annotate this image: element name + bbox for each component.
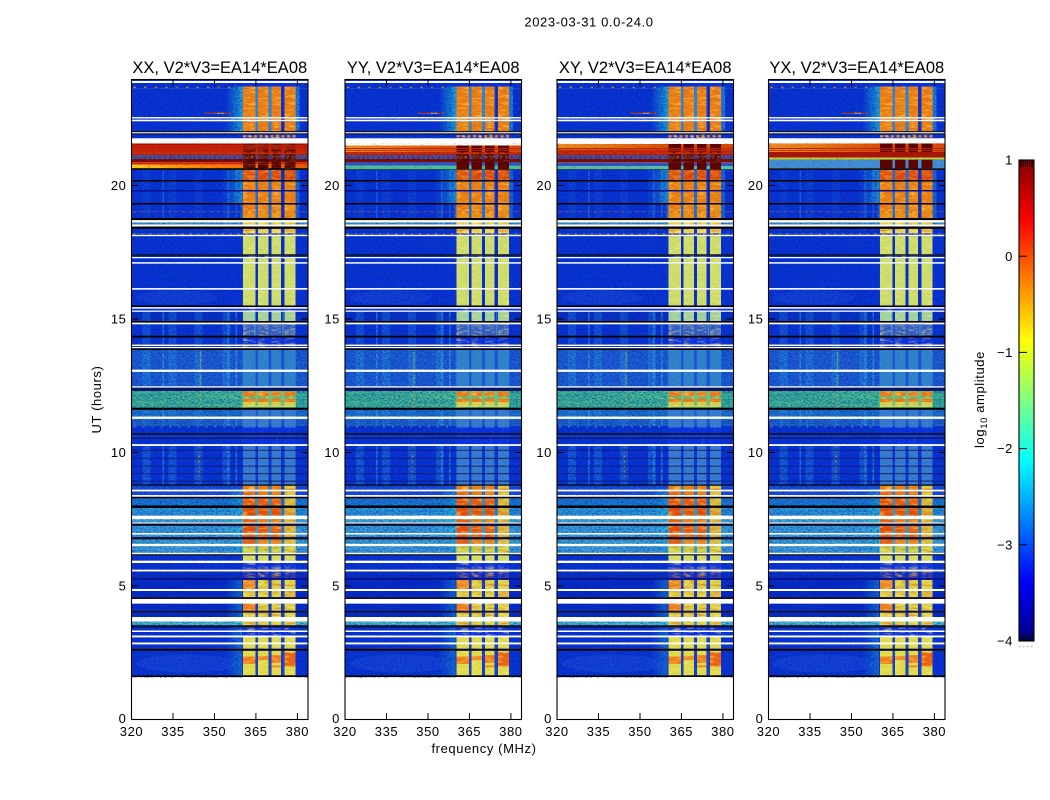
svg-text:350: 350: [628, 724, 652, 739]
svg-text:15: 15: [111, 312, 127, 327]
svg-text:0: 0: [544, 711, 552, 726]
svg-text:335: 335: [375, 724, 399, 739]
svg-text:20: 20: [324, 178, 340, 193]
svg-text:350: 350: [203, 724, 227, 739]
svg-text:15: 15: [324, 312, 340, 327]
svg-text:20: 20: [536, 178, 552, 193]
svg-text:5: 5: [332, 579, 340, 594]
svg-text:335: 335: [161, 724, 185, 739]
svg-text:365: 365: [670, 724, 694, 739]
svg-text:320: 320: [757, 724, 781, 739]
svg-text:320: 320: [545, 724, 569, 739]
svg-text:350: 350: [416, 724, 440, 739]
svg-text:5: 5: [119, 579, 127, 594]
svg-text:−4: −4: [997, 634, 1013, 649]
svg-text:380: 380: [923, 724, 947, 739]
svg-text:380: 380: [711, 724, 735, 739]
svg-text:10: 10: [324, 445, 340, 460]
svg-text:350: 350: [840, 724, 864, 739]
svg-text:−2: −2: [997, 441, 1013, 456]
svg-text:1: 1: [1005, 153, 1013, 168]
svg-text:20: 20: [111, 178, 127, 193]
svg-text:15: 15: [748, 312, 764, 327]
svg-text:380: 380: [499, 724, 523, 739]
svg-text:YX, V2*V3=EA14*EA08: YX, V2*V3=EA14*EA08: [769, 59, 944, 77]
svg-text:10: 10: [748, 445, 764, 460]
svg-text:0: 0: [756, 711, 764, 726]
svg-text:10: 10: [536, 445, 552, 460]
svg-text:−3: −3: [997, 537, 1013, 552]
svg-text:XX, V2*V3=EA14*EA08: XX, V2*V3=EA14*EA08: [132, 59, 307, 77]
svg-text:335: 335: [798, 724, 822, 739]
svg-text:2023-03-31 0.0-24.0: 2023-03-31 0.0-24.0: [524, 15, 653, 30]
svg-text:365: 365: [244, 724, 268, 739]
svg-text:0: 0: [1005, 249, 1013, 264]
svg-text:UT (hours): UT (hours): [89, 366, 104, 434]
svg-text:15: 15: [536, 312, 552, 327]
svg-text:YY, V2*V3=EA14*EA08: YY, V2*V3=EA14*EA08: [347, 59, 520, 77]
svg-text:365: 365: [458, 724, 482, 739]
svg-text:365: 365: [881, 724, 905, 739]
svg-text:XY, V2*V3=EA14*EA08: XY, V2*V3=EA14*EA08: [559, 59, 732, 77]
svg-text:380: 380: [286, 724, 310, 739]
svg-text:−1: −1: [997, 345, 1013, 360]
svg-text:frequency (MHz): frequency (MHz): [431, 741, 536, 756]
svg-text:320: 320: [120, 724, 144, 739]
svg-text:5: 5: [544, 579, 552, 594]
svg-text:320: 320: [333, 724, 357, 739]
svg-text:0: 0: [332, 711, 340, 726]
svg-text:20: 20: [748, 178, 764, 193]
svg-text:0: 0: [119, 711, 127, 726]
svg-text:10: 10: [111, 445, 127, 460]
svg-text:5: 5: [756, 579, 764, 594]
svg-text:335: 335: [587, 724, 611, 739]
